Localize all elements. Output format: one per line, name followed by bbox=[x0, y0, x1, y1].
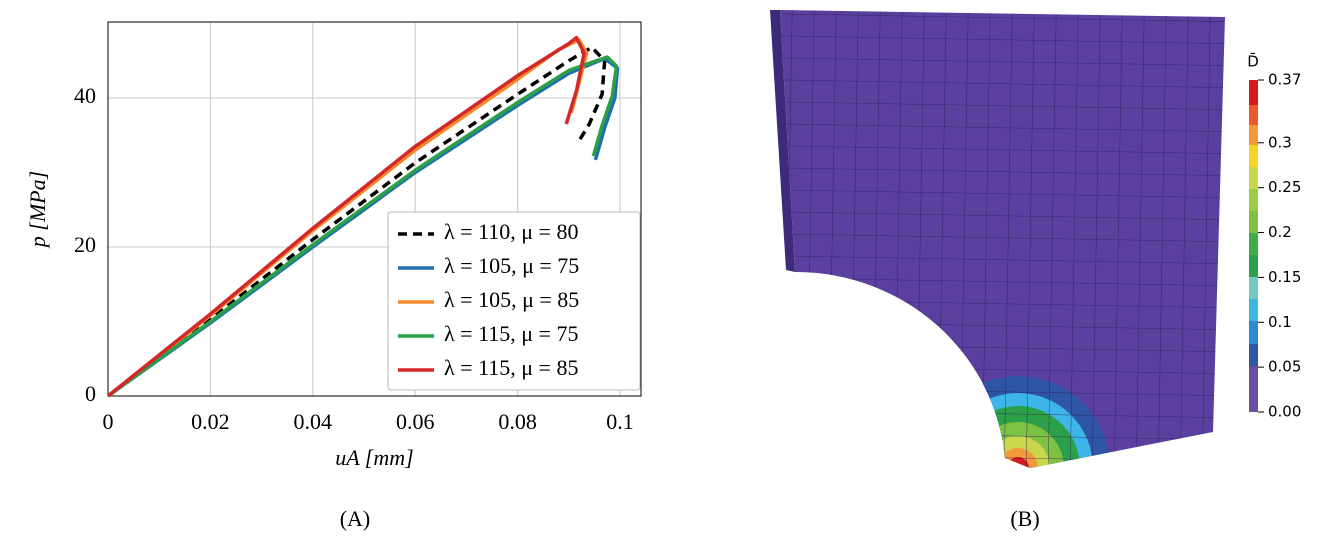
caption: (B) bbox=[1010, 506, 1039, 531]
colorbar-band bbox=[1249, 189, 1258, 211]
colorbar-tick-label: 0.1 bbox=[1268, 313, 1292, 331]
data-line bbox=[106, 45, 607, 398]
legend-label: λ = 105, μ = 75 bbox=[444, 253, 579, 278]
data-line bbox=[106, 35, 586, 398]
colorbar-band bbox=[1249, 299, 1258, 321]
mesh-lines bbox=[780, 10, 1225, 468]
colorbar-band bbox=[1249, 344, 1258, 366]
legend-label: λ = 115, μ = 75 bbox=[444, 321, 578, 346]
colorbar-tick-label: 0.15 bbox=[1268, 268, 1301, 286]
legend-box bbox=[387, 211, 641, 391]
line-chart: 0 0.02 0.04 0.06 0.08 0.1 0 20 40 uA [mm] p [MPa] λ… bbox=[25, 21, 642, 470]
colorbar: D̄ 0.37 0.3 0.25 0.2 0.15 0.1 0.05 0.00 bbox=[1247, 52, 1301, 421]
colorbar-band bbox=[1249, 233, 1258, 255]
colorbar-tick-label: 0.00 bbox=[1268, 403, 1301, 421]
x-tick-label: 0.08 bbox=[498, 409, 537, 434]
mesh-plot bbox=[770, 10, 1225, 468]
x-tick-label: 0.1 bbox=[606, 409, 634, 434]
x-tick-label: 0.02 bbox=[191, 409, 230, 434]
x-tick-label: 0.06 bbox=[396, 409, 435, 434]
colorbar-band bbox=[1249, 125, 1258, 145]
data-line bbox=[106, 55, 619, 398]
colorbar-band bbox=[1249, 255, 1258, 277]
legend-label: λ = 115, μ = 85 bbox=[444, 355, 578, 380]
plot-frame bbox=[107, 21, 642, 397]
colorbar-band bbox=[1249, 167, 1258, 189]
colorbar-tick-label: 0.37 bbox=[1268, 71, 1301, 89]
plate-side bbox=[770, 10, 795, 272]
colorbar-band bbox=[1249, 321, 1258, 344]
colorbar-band bbox=[1249, 366, 1258, 412]
y-tick-label: 40 bbox=[74, 83, 96, 108]
colorbar-tick-label: 0.2 bbox=[1268, 223, 1292, 241]
x-axis-label: uA [mm] bbox=[335, 445, 413, 470]
caption: (A) bbox=[340, 506, 371, 531]
colorbar-band bbox=[1249, 277, 1258, 299]
y-axis-label: p [MPa] bbox=[25, 171, 50, 249]
colorbar-tick-label: 0.3 bbox=[1268, 133, 1292, 151]
colorbar-band bbox=[1249, 211, 1258, 233]
colorbar-title: D̄ bbox=[1247, 52, 1259, 71]
x-tick-label: 0 bbox=[103, 409, 114, 434]
y-tick-label: 0 bbox=[85, 381, 96, 406]
colorbar-tick-label: 0.25 bbox=[1268, 178, 1301, 196]
x-tick-label: 0.04 bbox=[294, 409, 333, 434]
legend-label: λ = 110, μ = 80 bbox=[444, 219, 578, 244]
colorbar-band bbox=[1249, 105, 1258, 125]
y-tick-label: 20 bbox=[74, 232, 96, 257]
colorbar-band bbox=[1249, 80, 1258, 105]
colorbar-band bbox=[1249, 145, 1258, 167]
legend-label: λ = 105, μ = 85 bbox=[444, 287, 579, 312]
colorbar-tick-label: 0.05 bbox=[1268, 358, 1301, 376]
